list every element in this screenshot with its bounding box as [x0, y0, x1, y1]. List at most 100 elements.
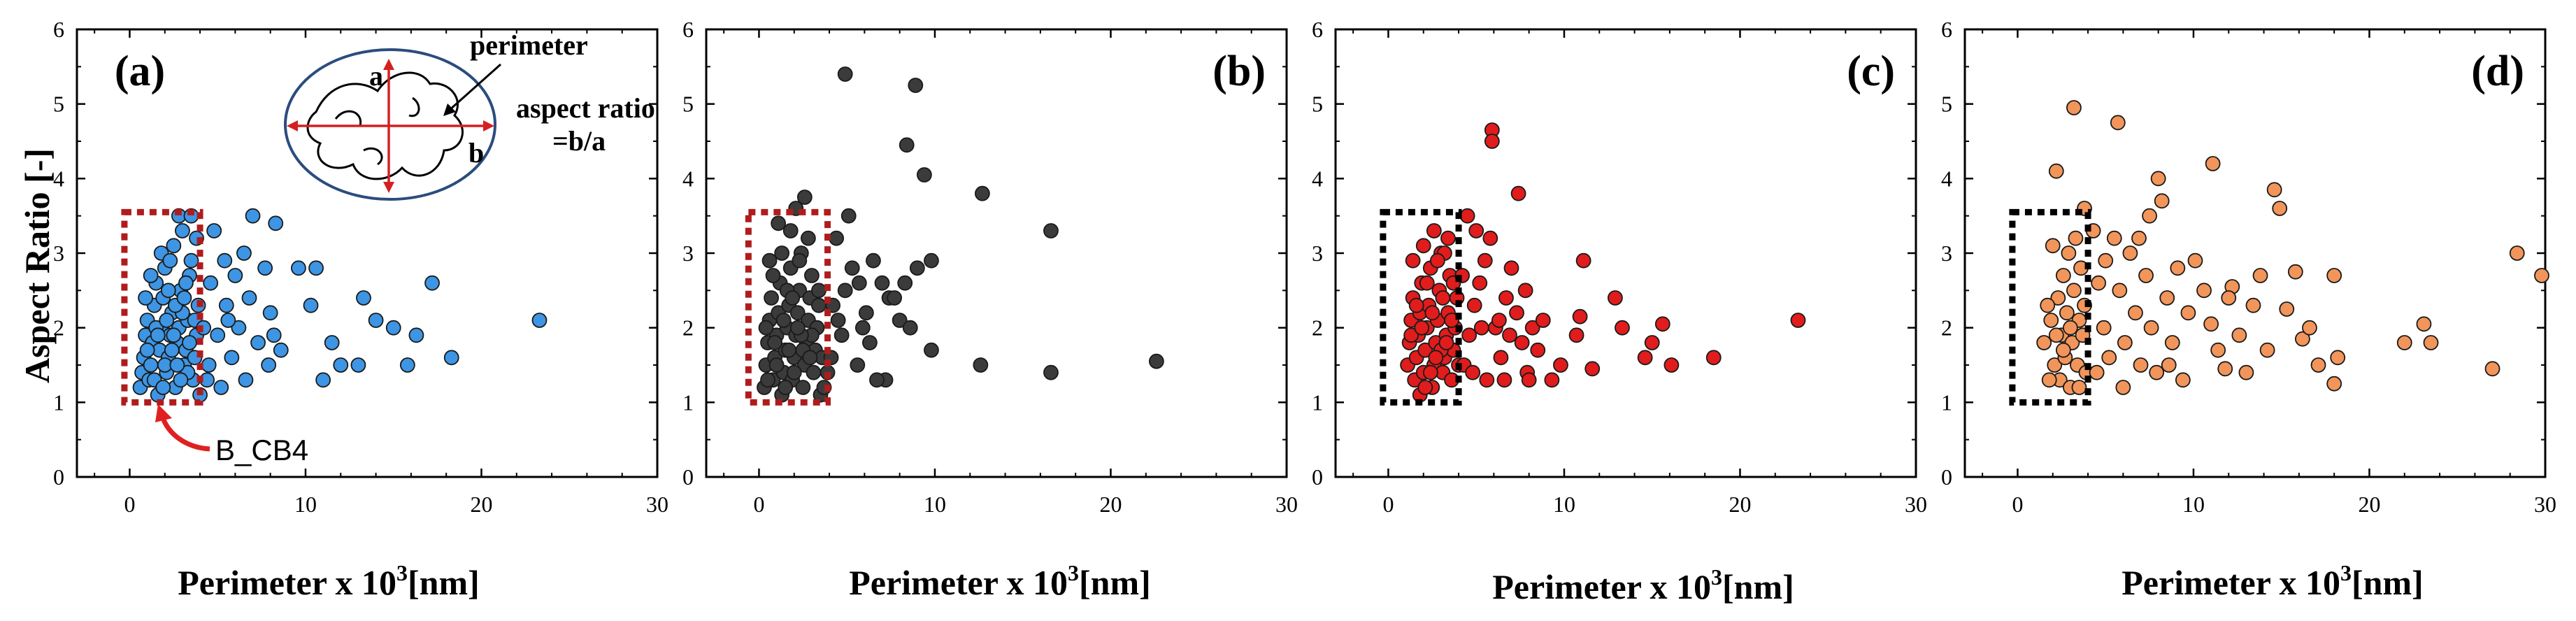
data-point-c — [1575, 252, 1591, 269]
data-point-d — [2180, 305, 2196, 321]
data-point-b — [785, 290, 801, 306]
x-axis-title-b-unit: [nm] — [1079, 563, 1151, 602]
data-point-b — [851, 275, 867, 291]
data-point-d — [2170, 260, 2186, 276]
inset-perimeter-label: perimeter — [470, 29, 588, 61]
data-point-c — [1484, 134, 1500, 149]
y-tick-label-c: 3 — [1312, 241, 1323, 266]
data-point-b — [897, 275, 913, 291]
x-tick-label-d: 10 — [2182, 492, 2205, 517]
data-point-c — [1544, 372, 1560, 388]
data-point-b — [764, 290, 779, 306]
data-point-d — [2302, 320, 2317, 336]
data-point-b — [909, 260, 925, 276]
data-point-c — [1403, 327, 1419, 343]
data-point-a — [324, 335, 340, 350]
highlight-box-a — [121, 208, 203, 406]
data-point-c — [1473, 320, 1489, 336]
y-tick-label-b: 1 — [682, 390, 694, 415]
data-point-c — [1510, 185, 1526, 201]
data-point-a — [236, 245, 252, 261]
data-point-b — [768, 357, 785, 373]
y-tick-label-b: 5 — [682, 92, 694, 117]
data-point-c — [1568, 327, 1584, 343]
data-point-d — [2043, 313, 2059, 328]
data-point-d — [2048, 163, 2064, 179]
data-point-b — [811, 297, 827, 313]
data-point-d — [2068, 230, 2084, 246]
data-point-d — [2096, 320, 2112, 336]
data-point-b — [837, 66, 853, 82]
x-tick-label-b: 0 — [753, 492, 764, 517]
data-point-a — [138, 290, 153, 306]
callout-label: B_CB4 — [215, 434, 308, 466]
data-point-d — [2326, 376, 2342, 392]
x-axis-title-d-prefix: Perimeter x 10 — [2121, 563, 2340, 602]
data-point-d — [2310, 357, 2326, 373]
data-point-a — [224, 350, 240, 366]
data-point-a — [231, 320, 247, 336]
panel-c: 0 1 2 3 4 5 6 0 10 20 30 (c) — [1312, 17, 1927, 517]
y-tick-label-d: 5 — [1941, 92, 1952, 117]
x-axis-title-d-unit: [nm] — [2352, 563, 2424, 602]
data-point-d — [2045, 238, 2061, 254]
data-point-a — [139, 342, 155, 358]
y-tick-label-c: 6 — [1312, 17, 1323, 42]
aspect-ratio-inset: a b perimeter aspect ratio =b/a — [284, 29, 655, 201]
y-tick-label-a: 3 — [53, 241, 64, 266]
arrowhead-b-left-icon — [287, 120, 298, 131]
panel-letter-d: (d) — [2471, 48, 2524, 95]
y-tick-label-d: 3 — [1941, 241, 1952, 266]
data-point-d — [2133, 357, 2149, 373]
data-point-a — [399, 357, 415, 373]
data-point-c — [1417, 342, 1433, 358]
x-axis-title-c-prefix: Perimeter x 10 — [1492, 567, 1711, 606]
data-point-b — [887, 290, 903, 306]
y-tick-label-c: 2 — [1312, 315, 1323, 341]
data-point-b — [924, 252, 939, 269]
y-tick-label-c: 0 — [1312, 464, 1323, 490]
data-point-b — [778, 380, 794, 395]
data-point-b — [792, 252, 808, 269]
data-point-b — [850, 357, 866, 373]
data-point-b — [862, 335, 878, 350]
data-point-b — [761, 252, 778, 269]
y-tick-label-a: 1 — [53, 390, 64, 415]
inset-b-label: b — [468, 137, 484, 169]
data-point-d — [2112, 283, 2128, 299]
data-point-a — [443, 350, 459, 366]
data-point-c — [1521, 372, 1537, 388]
y-tick-label-b: 0 — [682, 464, 694, 490]
data-point-d — [2091, 275, 2107, 291]
data-point-b — [840, 208, 857, 224]
x-axis-title-a-prefix: Perimeter x 10 — [178, 563, 396, 602]
data-point-b — [782, 223, 799, 238]
data-point-b — [833, 327, 850, 343]
data-point-b — [765, 268, 781, 283]
x-tick-label-b: 20 — [1099, 492, 1122, 517]
data-point-a — [175, 223, 190, 238]
y-tick-label-b: 2 — [682, 315, 694, 341]
data-point-c — [1644, 335, 1660, 350]
data-point-b — [916, 167, 932, 183]
data-point-d — [2059, 305, 2075, 321]
data-point-a — [178, 275, 194, 291]
perimeter-pointer — [448, 63, 501, 112]
x-tick-label-d: 20 — [2358, 492, 2380, 517]
data-point-a — [250, 335, 266, 350]
x-axis-title-b-prefix: Perimeter x 10 — [849, 563, 1068, 602]
data-point-d — [2484, 361, 2500, 377]
data-point-b — [974, 185, 990, 201]
data-point-a — [245, 208, 261, 224]
data-point-a — [169, 357, 185, 373]
data-point-d — [2326, 268, 2342, 283]
y-tick-label-c: 1 — [1312, 390, 1323, 415]
data-point-d — [2175, 372, 2191, 388]
data-point-d — [2210, 342, 2226, 358]
x-axis-title-c: Perimeter x 103[nm] — [1492, 564, 1794, 606]
data-point-a — [303, 297, 319, 313]
x-tick-label-a: 0 — [124, 492, 135, 517]
inset-a-label: a — [369, 60, 383, 92]
data-point-b — [837, 283, 853, 299]
data-point-d — [2221, 290, 2237, 306]
